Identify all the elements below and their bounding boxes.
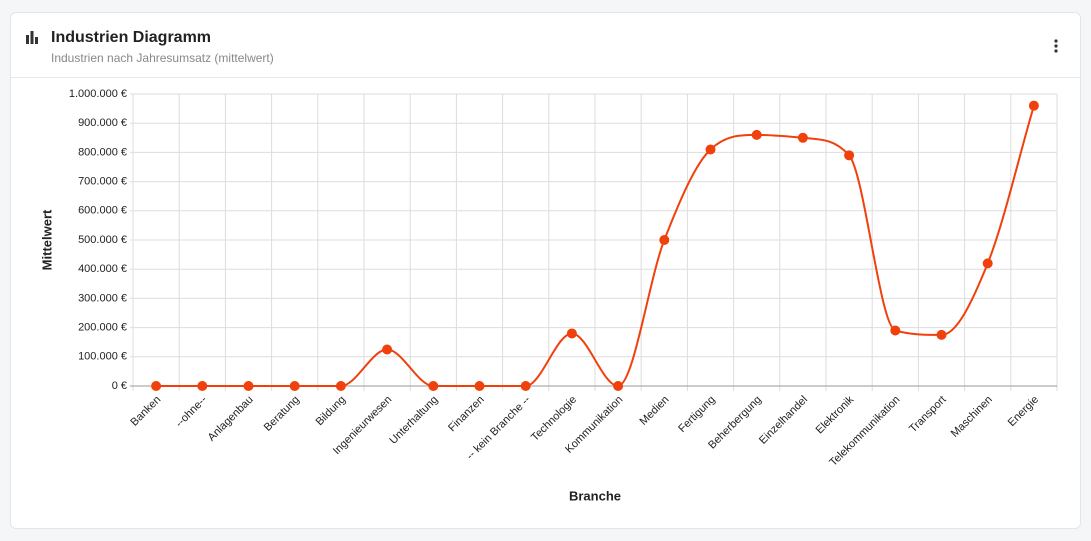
point	[936, 329, 947, 340]
point	[659, 235, 670, 245]
x-tick-label: Technologie	[529, 394, 579, 444]
point	[382, 344, 393, 355]
x-tick-label: --ohne--	[173, 393, 209, 429]
y-tick-label: 800.000 €	[78, 146, 127, 158]
x-tick-label: Energie	[1006, 394, 1041, 429]
point	[566, 328, 577, 339]
point	[844, 150, 855, 161]
point	[982, 258, 993, 269]
point	[243, 381, 254, 391]
point	[428, 381, 439, 391]
point	[613, 381, 624, 391]
card-header: Industrien Diagramm Industrien nach Jahr…	[11, 13, 1080, 78]
x-axis-title: Branche	[569, 488, 621, 503]
x-tick-label: Einzelhandel	[757, 394, 810, 447]
y-tick-label: 700.000 €	[78, 176, 127, 188]
y-tick-label: 400.000 €	[78, 263, 127, 275]
x-tick-label: Banken	[128, 394, 163, 429]
y-axis-title: Mittelwert	[39, 209, 54, 270]
x-tick-label: Elektronik	[814, 393, 857, 436]
card-subtitle: Industrien nach Jahresumsatz (mittelwert…	[51, 51, 274, 65]
y-tick-label: 100.000 €	[78, 351, 127, 363]
x-tick-label: Bildung	[314, 394, 348, 428]
x-tick-label: Medien	[637, 394, 671, 428]
menu-button[interactable]	[1054, 39, 1058, 53]
x-tick-label: Anlagenbau	[206, 394, 256, 444]
point	[797, 132, 808, 143]
point	[335, 381, 346, 391]
card: Industrien Diagramm Industrien nach Jahr…	[10, 12, 1081, 529]
point	[1028, 100, 1039, 111]
y-tick-label: 1.000.000 €	[69, 88, 127, 100]
card-title: Industrien Diagramm	[51, 29, 212, 46]
point	[705, 144, 716, 155]
chart-icon	[26, 31, 38, 44]
point	[289, 381, 300, 391]
point	[890, 325, 901, 336]
y-tick-label: 300.000 €	[78, 292, 127, 304]
y-tick-label: 900.000 €	[78, 117, 127, 129]
point	[197, 381, 208, 391]
point	[474, 381, 485, 391]
x-tick-label: Maschinen	[949, 394, 995, 440]
y-tick-label: 600.000 €	[78, 205, 127, 217]
y-tick-label: 200.000 €	[78, 322, 127, 334]
x-tick-label: Beratung	[262, 394, 302, 434]
x-tick-label: Unterhaltung	[387, 394, 440, 447]
y-tick-label: 0 €	[112, 380, 127, 392]
point	[520, 381, 531, 391]
point	[151, 381, 162, 391]
x-tick-label: Transport	[907, 394, 948, 435]
point	[751, 129, 762, 140]
y-tick-label: 500.000 €	[78, 234, 127, 246]
x-tick-label: Fertigung	[676, 394, 717, 435]
x-tick-label: Finanzen	[446, 394, 486, 434]
